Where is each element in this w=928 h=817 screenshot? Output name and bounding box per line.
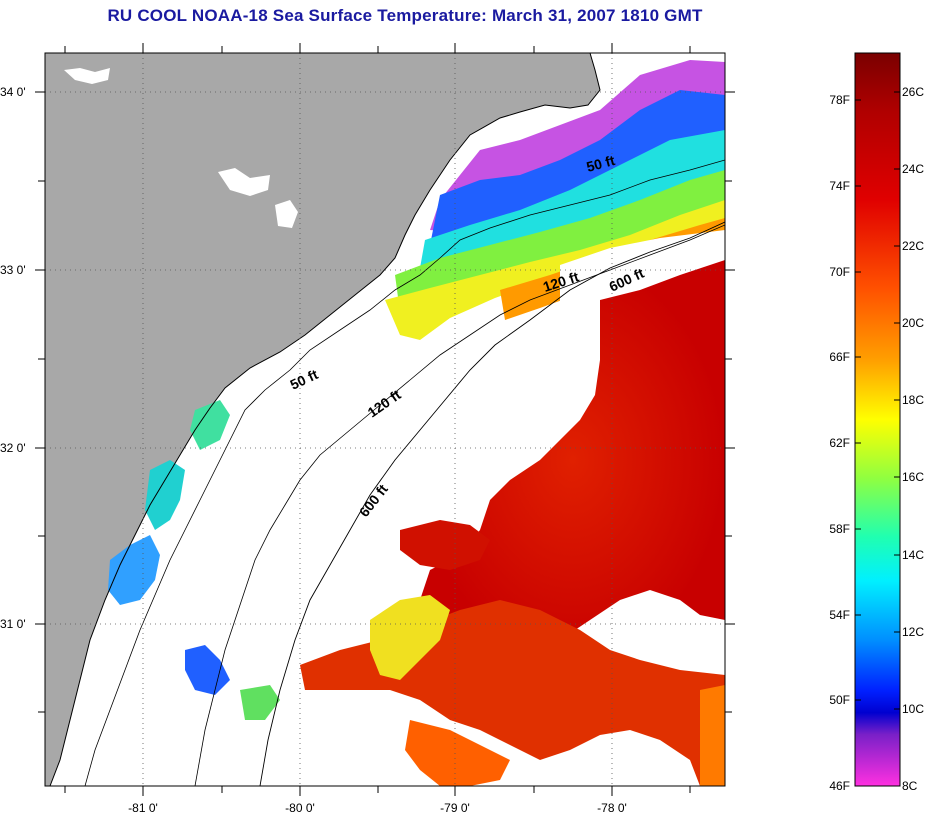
- land-cloud-1: [64, 68, 110, 84]
- sst-nearshore-south-5: [190, 400, 230, 450]
- colorbar-c-22: 22C: [902, 239, 924, 253]
- lon-label-79: -79 0': [440, 801, 470, 815]
- sst-south-orange: [700, 685, 725, 786]
- map-title: RU COOL NOAA-18 Sea Surface Temperature:…: [107, 6, 703, 25]
- colorbar-c-20: 20C: [902, 316, 924, 330]
- contour-50ft-line: [84, 159, 725, 786]
- colorbar-f-ticks: [855, 99, 861, 701]
- colorbar-c-26: 26C: [902, 85, 924, 99]
- colorbar-f-50: 50F: [829, 693, 850, 707]
- sst-south-scatter: [405, 720, 510, 786]
- sst-nearshore-south-1: [108, 535, 160, 605]
- lon-ticks: [64, 43, 691, 796]
- colorbar-f-54: 54F: [829, 608, 850, 622]
- colorbar-f-62: 62F: [829, 436, 850, 450]
- map-border: [44, 52, 726, 787]
- contour-120ft-line: [194, 224, 725, 786]
- colorbar-c-10: 10C: [902, 702, 924, 716]
- land-cloud-3: [275, 200, 298, 228]
- lat-ticks: [35, 91, 735, 713]
- sst-south-yellow: [370, 595, 450, 680]
- colorbar: [854, 52, 901, 787]
- colorbar-c-8: 8C: [902, 779, 918, 793]
- colorbar-f-66: 66F: [829, 350, 850, 364]
- colorbar-c-18: 18C: [902, 393, 924, 407]
- lat-label-32: 32 0': [0, 441, 26, 455]
- land-area: [45, 53, 600, 786]
- sst-nearshore-blue: [430, 90, 725, 250]
- contour-label-50ft-north: 50 ft: [585, 152, 617, 175]
- colorbar-c-ticks: [894, 91, 900, 710]
- contour-600ft-line: [259, 221, 725, 786]
- lat-label-34: 34 0': [0, 85, 26, 99]
- sst-nearshore-south-4: [240, 685, 280, 720]
- gulf-stream-red-2: [400, 520, 490, 570]
- land-cloud-2: [218, 168, 270, 196]
- colorbar-c-14: 14C: [902, 548, 924, 562]
- colorbar-f-46: 46F: [829, 779, 850, 793]
- map-area: [45, 53, 725, 786]
- graticule: [45, 53, 725, 786]
- colorbar-c-12: 12C: [902, 625, 924, 639]
- colorbar-f-78: 78F: [829, 93, 850, 107]
- lat-label-31: 31 0': [0, 617, 26, 631]
- sst-nearshore-south-2: [145, 460, 185, 530]
- sst-band-cyan: [420, 130, 725, 268]
- lon-label-80: -80 0': [285, 801, 315, 815]
- coastline: [49, 53, 601, 786]
- colorbar-f-58: 58F: [829, 522, 850, 536]
- lon-label-78: -78 0': [597, 801, 627, 815]
- colorbar-c-16: 16C: [902, 470, 924, 484]
- gulf-stream-red: [420, 260, 725, 660]
- colorbar-f-70: 70F: [829, 265, 850, 279]
- sst-nearshore-south-3: [185, 645, 230, 695]
- lat-label-33: 33 0': [0, 263, 26, 277]
- colorbar-c-24: 24C: [902, 162, 924, 176]
- lon-label-81: -81 0': [128, 801, 158, 815]
- colorbar-f-74: 74F: [829, 179, 850, 193]
